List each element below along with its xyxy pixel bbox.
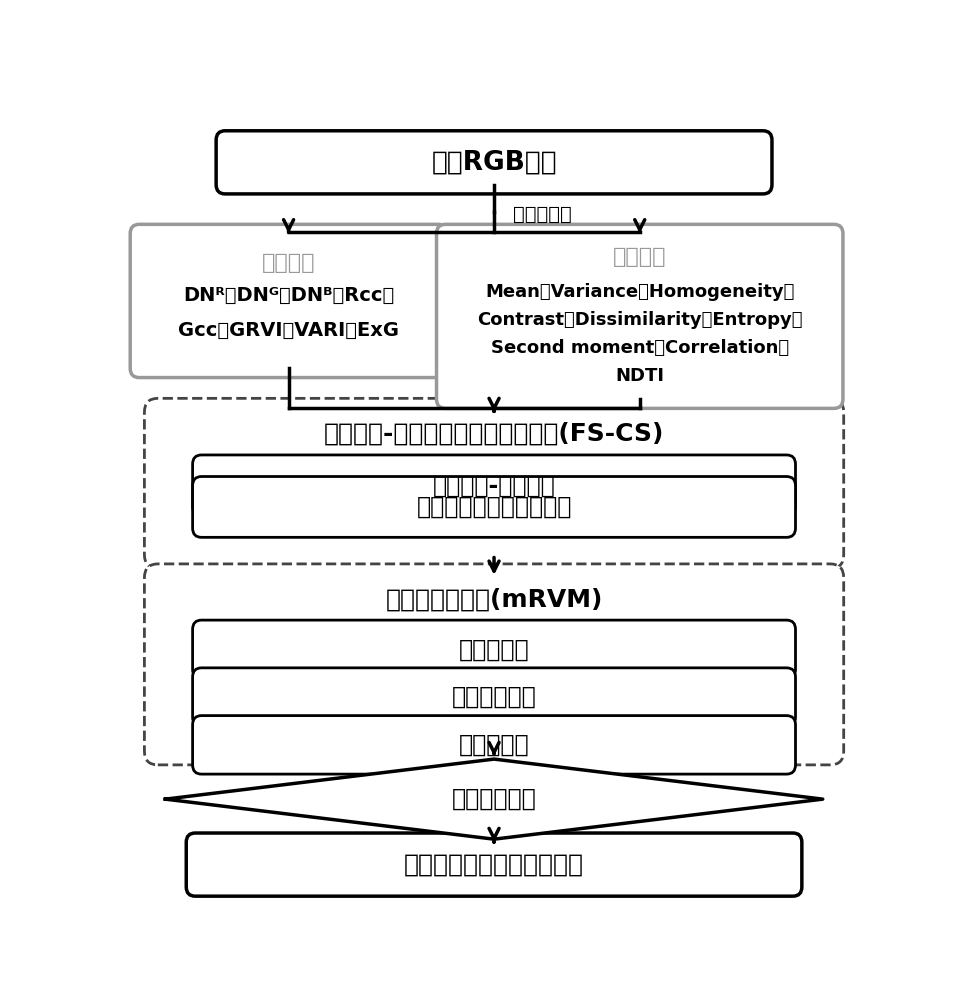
FancyBboxPatch shape [145, 564, 844, 765]
FancyBboxPatch shape [145, 398, 844, 569]
FancyBboxPatch shape [186, 833, 802, 896]
Text: 影像预处理: 影像预处理 [513, 205, 572, 224]
Text: 计算紧致-分离系数: 计算紧致-分离系数 [433, 473, 555, 497]
Text: 原始RGB影像: 原始RGB影像 [431, 149, 557, 175]
Text: Mean、Variance、Homogeneity、: Mean、Variance、Homogeneity、 [485, 283, 794, 301]
Text: 多级相关向量机(mRVM): 多级相关向量机(mRVM) [386, 587, 602, 611]
Text: 多项式核函数: 多项式核函数 [452, 685, 536, 709]
Text: 高斯核函数: 高斯核函数 [459, 733, 529, 757]
Text: 纹理特征: 纹理特征 [613, 247, 666, 267]
FancyBboxPatch shape [193, 716, 795, 774]
Text: 实现小麦物候期的实时监测: 实现小麦物候期的实时监测 [404, 853, 584, 877]
FancyBboxPatch shape [437, 224, 843, 408]
FancyBboxPatch shape [193, 477, 795, 537]
Text: 确定最佳特征及特征数量: 确定最佳特征及特征数量 [416, 495, 572, 519]
FancyBboxPatch shape [193, 668, 795, 726]
FancyBboxPatch shape [193, 620, 795, 679]
Text: 线性核函数: 线性核函数 [459, 637, 529, 661]
FancyBboxPatch shape [130, 224, 447, 378]
Text: Gcc、GRVI、VARI、ExG: Gcc、GRVI、VARI、ExG [178, 321, 399, 340]
Text: Contrast、Dissimilarity、Entropy、: Contrast、Dissimilarity、Entropy、 [477, 311, 802, 329]
Text: 十折交叉验证: 十折交叉验证 [452, 787, 536, 811]
FancyBboxPatch shape [216, 131, 772, 194]
Text: DNᴿ、DNᴳ、DNᴮ、Rcc、: DNᴿ、DNᴳ、DNᴮ、Rcc、 [183, 286, 394, 305]
Text: 光谱特征: 光谱特征 [262, 253, 315, 273]
Text: 基于紧致-分离原则的特征选择算法(FS-CS): 基于紧致-分离原则的特征选择算法(FS-CS) [324, 422, 664, 446]
Text: NDTI: NDTI [615, 367, 664, 385]
FancyBboxPatch shape [193, 455, 795, 516]
Text: Second moment、Correlation、: Second moment、Correlation、 [491, 339, 789, 357]
Polygon shape [166, 759, 823, 839]
